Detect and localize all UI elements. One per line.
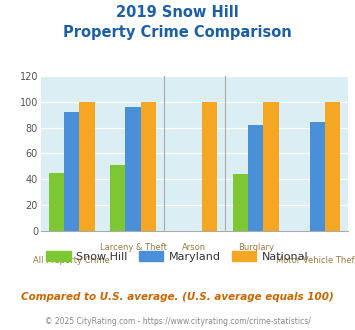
Bar <box>248 125 263 231</box>
Legend: Snow Hill, Maryland, National: Snow Hill, Maryland, National <box>42 247 313 267</box>
Bar <box>79 102 94 231</box>
Text: © 2025 CityRating.com - https://www.cityrating.com/crime-statistics/: © 2025 CityRating.com - https://www.city… <box>45 317 310 326</box>
Bar <box>49 173 64 231</box>
Bar <box>64 112 79 231</box>
Bar <box>125 107 141 231</box>
Text: Motor Vehicle Theft: Motor Vehicle Theft <box>277 256 355 265</box>
Text: Compared to U.S. average. (U.S. average equals 100): Compared to U.S. average. (U.S. average … <box>21 292 334 302</box>
Text: Property Crime Comparison: Property Crime Comparison <box>63 25 292 40</box>
Text: Burglary: Burglary <box>238 243 274 251</box>
Text: Arson: Arson <box>182 243 206 251</box>
Text: Larceny & Theft: Larceny & Theft <box>99 243 166 251</box>
Bar <box>233 174 248 231</box>
Text: All Property Crime: All Property Crime <box>33 256 110 265</box>
Bar <box>325 102 340 231</box>
Bar <box>263 102 279 231</box>
Bar <box>141 102 156 231</box>
Text: 2019 Snow Hill: 2019 Snow Hill <box>116 5 239 20</box>
Bar <box>110 165 125 231</box>
Bar <box>202 102 217 231</box>
Bar <box>310 122 325 231</box>
